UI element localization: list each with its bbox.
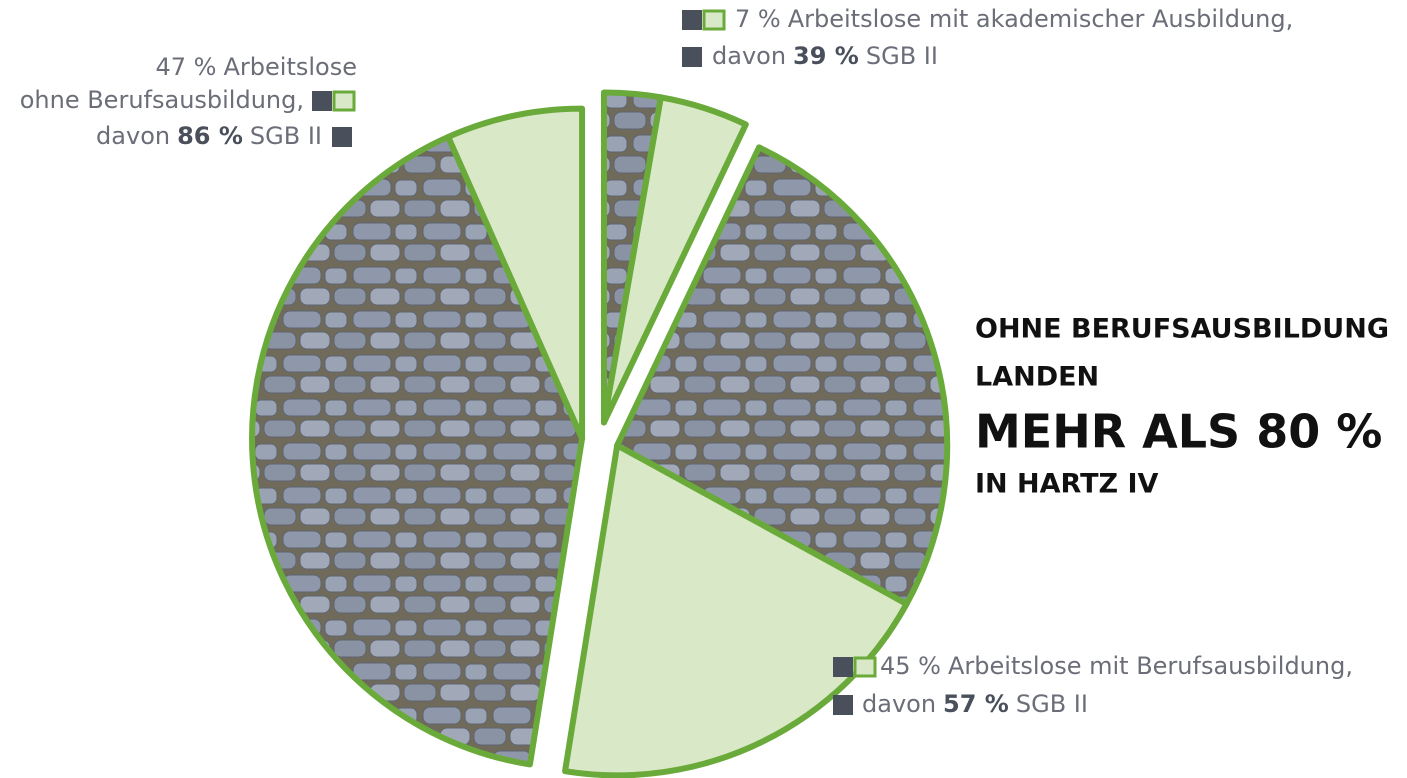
value-label: 7 % xyxy=(735,5,781,33)
slice-label: 45 % Arbeitslose mit Berufsausbildung, xyxy=(880,652,1353,680)
sub-prefix: davon xyxy=(712,42,786,70)
headline: OHNE BERUFSAUSBILDUNG xyxy=(975,314,1389,345)
sub-value-label: 86 % xyxy=(177,122,243,150)
labels: 7 % Arbeitslose mit akademischer Ausbildu… xyxy=(20,5,1353,718)
legend-swatch xyxy=(833,695,853,715)
category-label: Arbeitslose mit Berufsausbildung, xyxy=(948,652,1353,680)
sub-name: SGB II xyxy=(250,122,322,150)
slice-rest xyxy=(562,442,910,778)
headline: LANDEN xyxy=(975,362,1099,393)
sub-name: SGB II xyxy=(866,42,938,70)
legend-swatch xyxy=(833,657,853,677)
sub-prefix: davon xyxy=(96,122,170,150)
legend-swatch xyxy=(332,90,356,112)
headline: IN HARTZ IV xyxy=(975,469,1159,500)
slice-label: 47 % Arbeitslose xyxy=(156,53,357,81)
sub-prefix: davon xyxy=(862,690,936,718)
sub-value-label: 39 % xyxy=(793,42,859,70)
legend-swatch xyxy=(312,91,332,111)
slice-label: 7 % Arbeitslose mit akademischer Ausbildu… xyxy=(735,5,1293,33)
legend-swatch xyxy=(853,656,877,678)
headline: MEHR ALS 80 % xyxy=(975,405,1382,459)
category-label: ohne Berufsausbildung, xyxy=(20,86,304,114)
value-label: 47 % xyxy=(156,53,217,81)
slice-rest xyxy=(445,105,586,442)
category-label: Arbeitslose xyxy=(224,53,358,81)
slice-sgb xyxy=(249,133,586,768)
sub-label: davon 57 % SGB II xyxy=(862,690,1088,718)
sub-name: SGB II xyxy=(1016,690,1088,718)
pie xyxy=(249,89,951,778)
sub-value-label: 57 % xyxy=(943,690,1009,718)
legend-swatch xyxy=(682,47,702,67)
category-label: Arbeitslose mit akademischer Ausbildung, xyxy=(788,5,1294,33)
value-label: 45 % xyxy=(880,652,941,680)
legend-swatch xyxy=(332,127,352,147)
legend-swatch xyxy=(702,9,726,31)
slice-rest xyxy=(600,94,749,426)
sub-label: davon 86 % SGB II xyxy=(96,122,322,150)
sub-label: davon 39 % SGB II xyxy=(712,42,938,70)
legend-swatch xyxy=(682,10,702,30)
